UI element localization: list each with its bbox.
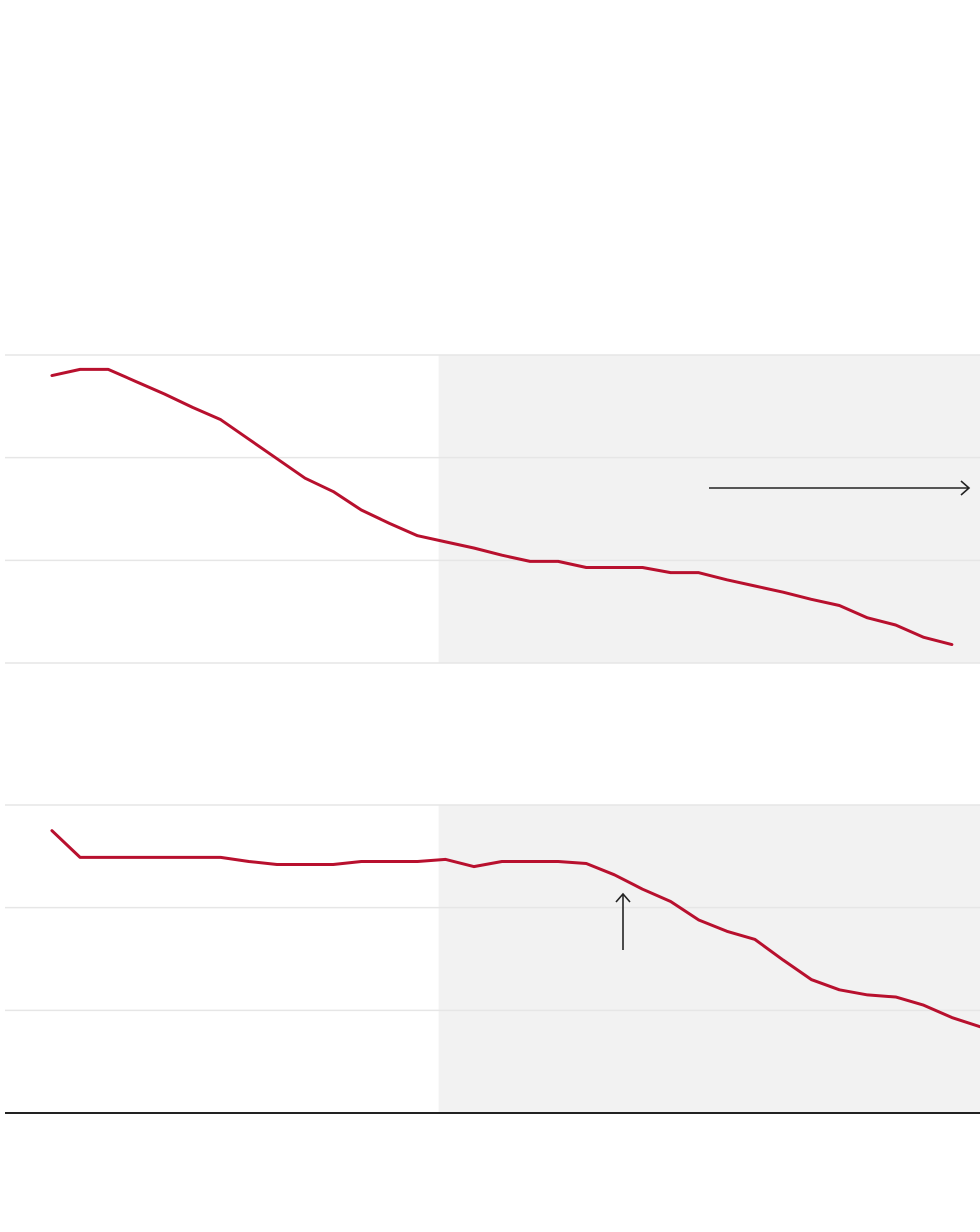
foreground-layer bbox=[5, 354, 980, 1114]
data-line bbox=[50, 367, 954, 647]
data-line bbox=[50, 829, 980, 1029]
arrowhead bbox=[615, 892, 631, 903]
arrowhead bbox=[960, 480, 971, 496]
highlight-region bbox=[438, 355, 980, 663]
background-layer bbox=[438, 355, 980, 1113]
annotation-arrows bbox=[615, 480, 971, 950]
highlight-region bbox=[438, 805, 980, 1113]
